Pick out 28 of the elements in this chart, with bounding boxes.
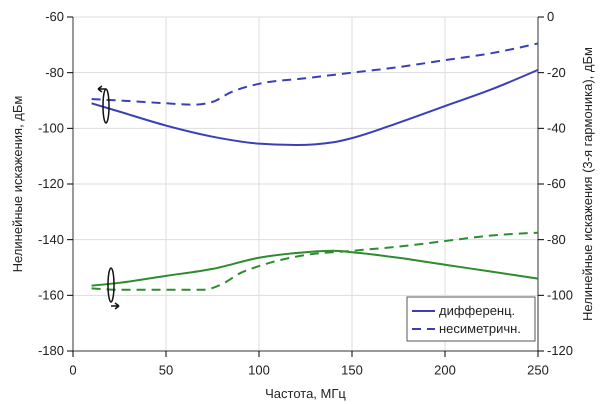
x-axis-title: Частота, МГц xyxy=(265,386,346,401)
x-tick-label: 250 xyxy=(527,362,549,378)
y2-axis-title: Нелинейные искажения (3-я гармоника), дБм xyxy=(580,46,595,321)
x-tick-label: 150 xyxy=(341,362,363,378)
y-tick-label: -100 xyxy=(38,120,64,136)
y-tick-label: -140 xyxy=(38,232,64,247)
y-axis-title: Нелинейные искажения, дБм xyxy=(10,96,25,272)
x-tick-label: 50 xyxy=(158,362,174,378)
y-tick-label: -120 xyxy=(38,176,64,192)
x-tick-label: 0 xyxy=(69,362,77,378)
y2-tick-label: -20 xyxy=(547,64,566,80)
y-tick-label: -160 xyxy=(38,287,64,302)
legend-label: несиметричн. xyxy=(439,321,521,336)
y2-tick-label: -40 xyxy=(547,120,566,136)
y2-tick-label: -80 xyxy=(547,232,566,247)
y2-tick-label: 0 xyxy=(547,9,554,24)
y-tick-label: -80 xyxy=(45,64,64,80)
x-tick-label: 200 xyxy=(434,362,456,378)
y2-tick-label: -60 xyxy=(547,176,566,192)
line-series xyxy=(90,68,539,146)
y-tick-label: -180 xyxy=(38,343,64,358)
x-tick-label: 100 xyxy=(248,362,270,378)
y2-tick-label: -120 xyxy=(547,343,574,358)
line-series xyxy=(90,232,539,291)
y2-tick-label: -100 xyxy=(547,287,574,302)
line-series xyxy=(90,42,539,106)
legend-label: дифференц. xyxy=(439,303,516,318)
y-tick-label: -60 xyxy=(45,9,64,24)
